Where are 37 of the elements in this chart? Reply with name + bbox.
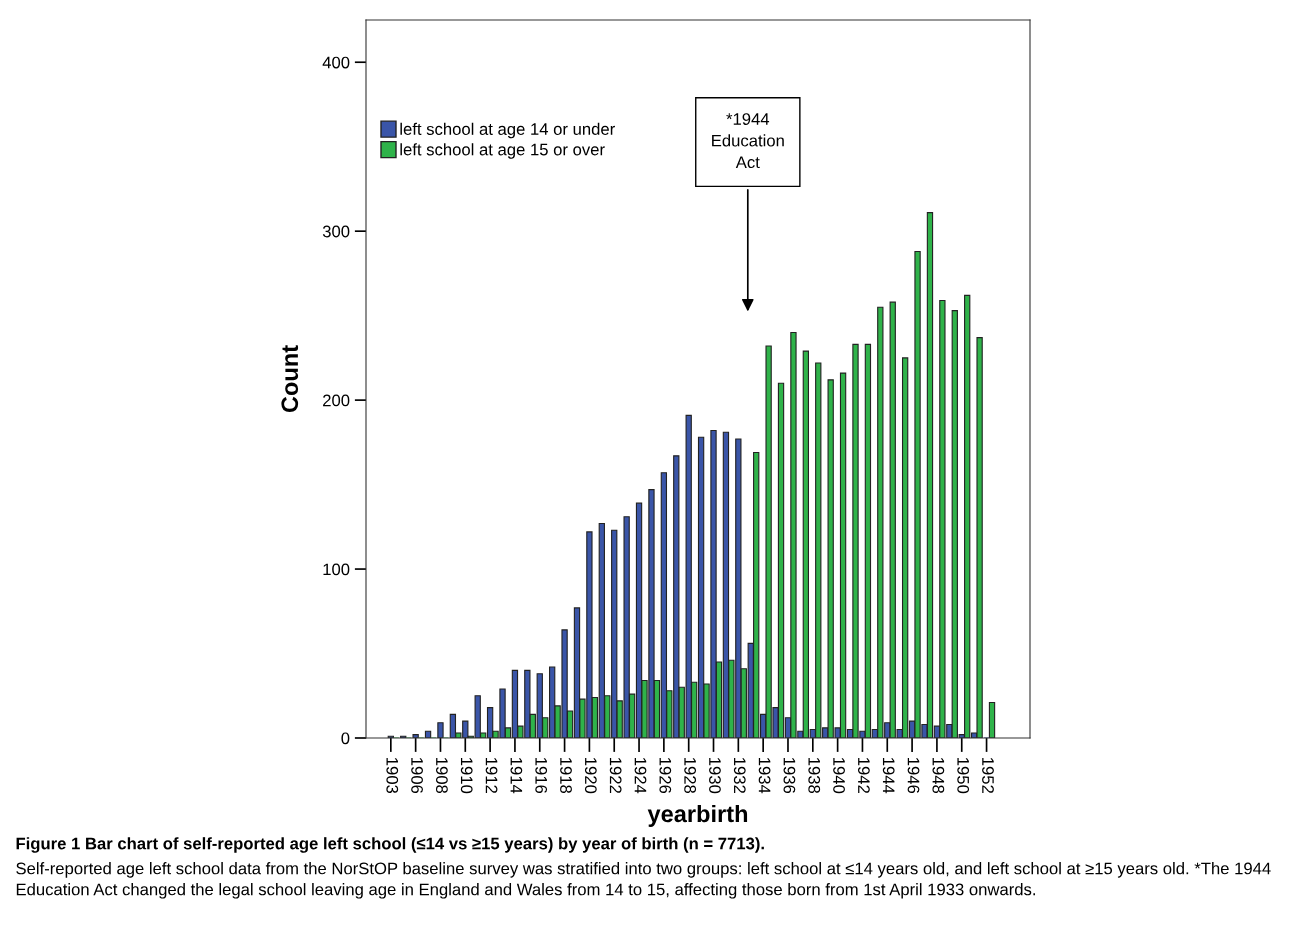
y-tick-label: 300 <box>322 225 350 238</box>
x-tick-label: 1908 <box>435 758 448 794</box>
x-tick-label: 1910 <box>460 758 473 794</box>
x-tick-label: 1922 <box>609 758 622 793</box>
x-tick-label: 1940 <box>833 758 845 794</box>
x-tick-label: 1916 <box>535 758 548 794</box>
x-tick-label: 1920 <box>584 758 597 794</box>
legend-label: left school at age 14 or under <box>400 122 615 139</box>
x-tick-label: 1912 <box>485 758 498 793</box>
x-axis-title: yearbirth <box>647 804 748 827</box>
x-tick-label: 1952 <box>982 758 994 793</box>
x-tick-label: 1903 <box>386 758 399 794</box>
x-tick-label: 1946 <box>907 758 920 794</box>
x-tick-label: 1932 <box>733 758 746 793</box>
y-tick-label: 0 <box>341 732 350 745</box>
x-tick-label: 1936 <box>783 758 796 794</box>
y-tick-label: 100 <box>323 563 350 576</box>
caption: Figure 1 Bar chart of self-reported age left school (≤14 vs ≥15 years) by year of birth (n = 7713). <box>16 837 764 853</box>
x-tick-label: 1950 <box>957 758 970 794</box>
x-tick-label: 1906 <box>411 758 423 794</box>
x-tick-label: 1948 <box>932 758 945 794</box>
x-tick-label: 1918 <box>560 758 572 794</box>
annotation: *1944 Education Act <box>712 113 784 169</box>
y-axis-title: Count <box>281 345 299 413</box>
x-tick-label: 1930 <box>709 758 721 794</box>
y-tick-label: 400 <box>322 56 350 69</box>
x-tick-label: 1944 <box>882 758 895 794</box>
x-tick-label: 1934 <box>758 758 771 794</box>
x-tick-label: 1926 <box>659 758 672 794</box>
legend-label: left school at age 15 or over <box>400 143 605 159</box>
x-tick-label: 1938 <box>808 758 821 794</box>
x-tick-label: 1924 <box>634 758 647 794</box>
x-tick-label: 1928 <box>684 758 697 794</box>
y-tick-label: 200 <box>323 394 350 407</box>
x-tick-label: 1942 <box>857 758 870 793</box>
text: Self-reported age left school data from the NorStOP baseline survey was stratified into two groups: left school at ≤14 years old, and left school at ≥15 years old. *The 1944 Education Act changed the legal school leaving age in England and Wales from 14 to 15, affecting those born from 1st April 1933 onwards. <box>16 862 1271 899</box>
x-tick-label: 1914 <box>510 758 523 794</box>
